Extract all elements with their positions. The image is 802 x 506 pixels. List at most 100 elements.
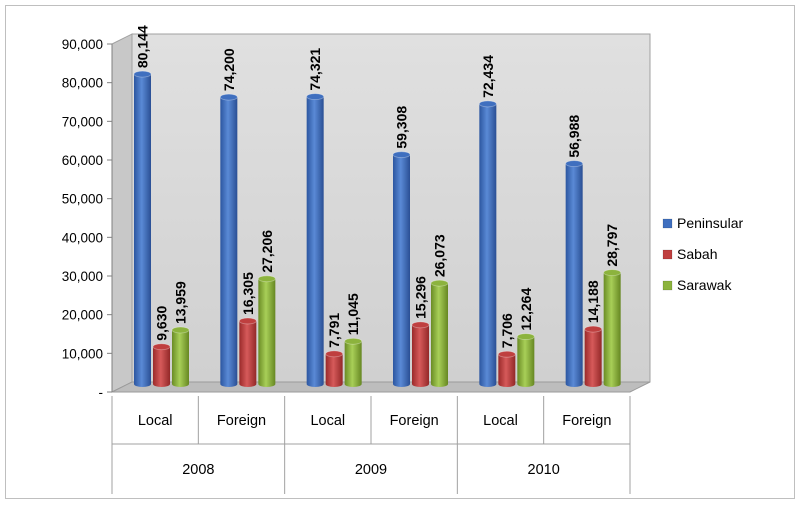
group-label: 2008 [182,462,214,478]
bar-sarawak-2 [344,337,363,387]
bar-peninsular-4 [478,100,497,387]
y-tick-label: 70,000 [62,114,103,129]
legend-item-sabah: Sabah [662,246,717,262]
data-label: 15,296 [413,276,429,319]
bar-peninsular-2 [306,93,325,388]
category-label: Foreign [562,413,611,429]
legend-label: Sarawak [677,277,732,293]
bar-body [603,272,621,387]
bar-sabah-5 [584,325,603,387]
bar-body [431,283,448,387]
data-label: 12,264 [518,288,534,331]
y-tick-label: - [99,385,104,400]
bar-top [603,269,622,277]
data-label: 7,706 [499,313,515,348]
y-tick-label: 30,000 [62,269,103,284]
data-label: 9,630 [154,306,170,341]
data-label: 14,188 [585,280,601,323]
bar-sarawak-5 [603,269,622,387]
bar-top [430,279,449,287]
bar-body [412,324,429,387]
bar-sabah-2 [325,350,344,387]
data-label: 59,308 [394,106,410,149]
legend-item-peninsular: Peninsular [662,215,743,231]
bar-body [325,353,343,387]
bar-sabah-0 [152,343,171,387]
group-label: 2009 [355,462,387,478]
group-label: 2010 [528,462,560,478]
data-label: 74,200 [221,48,237,91]
bar-body [498,354,516,387]
data-label: 28,797 [604,224,620,267]
data-label: 74,321 [307,48,323,91]
bar-top [133,70,152,78]
y-tick-label: 90,000 [62,37,103,52]
bar-body [220,97,238,388]
category-label: Foreign [217,413,266,429]
y-tick-label: 80,000 [62,76,103,91]
bar-body [172,330,189,387]
bar-body [344,341,362,387]
bar-peninsular-1 [219,93,238,388]
category-label: Local [310,413,345,429]
y-tick-label: 20,000 [62,308,103,323]
bar-top [171,326,190,334]
bar-top [565,160,584,168]
bar-peninsular-5 [565,160,584,387]
bar-body [306,96,324,388]
bar-top [411,321,430,329]
bar-top [152,343,171,351]
bar-body [479,103,497,387]
bar-sarawak-4 [516,333,535,387]
bar-sarawak-0 [171,326,190,387]
data-label: 26,073 [432,234,448,277]
legend-item-sarawak: Sarawak [662,277,732,293]
bar-top [257,275,276,283]
data-label: 7,791 [326,313,342,348]
y-axis: - 10,000 20,000 30,000 40,000 50,000 60,000 70,… [62,37,113,400]
category-label: Local [138,413,173,429]
bar-top [238,317,257,325]
bar-top [497,350,516,358]
bar-body [584,329,602,387]
bar-top [344,337,363,345]
y-tick-label: 50,000 [62,192,103,207]
legend-swatch [662,218,673,229]
y-tick-label: 10,000 [62,346,103,361]
bar-top [219,93,238,101]
bar-sarawak-3 [430,279,449,387]
bar-body [517,336,535,387]
bar-body [239,320,257,388]
bar-top [392,151,411,159]
category-axis: Local Foreign Local Foreign Local Foreign 2008… [111,396,631,494]
bar-sabah-3 [411,321,430,387]
bar-sarawak-1 [257,275,276,387]
category-label: Local [483,413,518,429]
bar-top [478,100,497,108]
legend-swatch [662,249,673,260]
bar-peninsular-0 [133,70,152,387]
bar-top [306,93,325,101]
data-label: 56,988 [566,115,582,158]
legend-label: Peninsular [677,215,743,231]
data-label: 72,434 [480,55,496,98]
bars-layer [133,70,622,388]
bar-body [134,74,151,387]
bar-sabah-1 [238,317,257,388]
y-tick-label: 40,000 [62,230,103,245]
data-label: 16,305 [240,272,256,315]
data-label: 27,206 [259,230,275,273]
legend-label: Sabah [677,246,717,262]
category-label: Foreign [390,413,439,429]
data-label: 13,959 [173,281,189,324]
bar-top [325,350,344,358]
bar-top [516,333,535,340]
data-label: 11,045 [345,293,361,335]
legend: Peninsular Sabah Sarawak [662,215,743,293]
y-tick-label: 60,000 [62,153,103,168]
legend-swatch [662,280,673,291]
bar-body [393,154,410,387]
bar-body [153,346,170,387]
